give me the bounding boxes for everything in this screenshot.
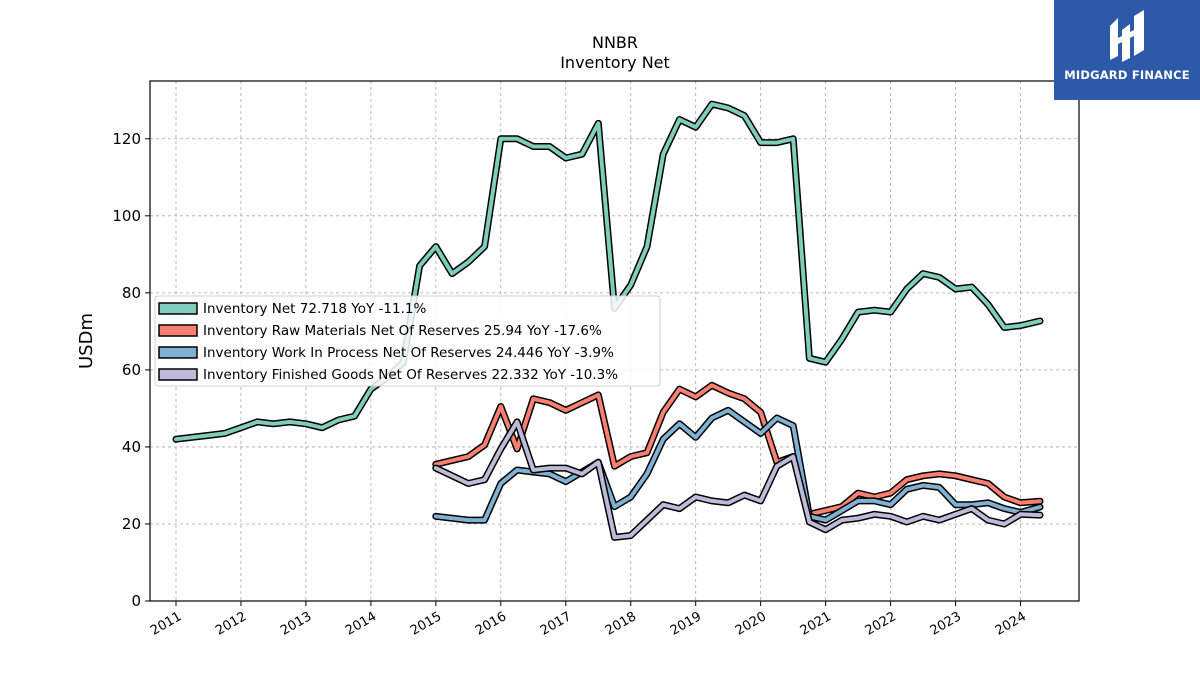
x-tick-label: 2011 bbox=[148, 609, 184, 639]
y-tick-label: 60 bbox=[122, 361, 141, 379]
y-tick-label: 20 bbox=[122, 515, 141, 533]
chart-title: NNBR bbox=[592, 33, 638, 52]
plot-frame bbox=[149, 80, 1080, 602]
x-tick-label: 2021 bbox=[798, 609, 834, 639]
legend-label: Inventory Work In Process Net Of Reserve… bbox=[203, 345, 614, 361]
x-axis: 2011 2012 2013 2014 2015 2016 2017 2018 2019 2020… bbox=[148, 601, 1029, 639]
legend-swatch bbox=[158, 346, 198, 359]
brand-logo: MIDGARD FINANCE bbox=[1054, 0, 1200, 100]
series-line-2 bbox=[433, 408, 1042, 523]
y-axis: 0 20 40 60 80 100 120 bbox=[112, 130, 150, 610]
x-tick-label: 2020 bbox=[733, 609, 769, 639]
legend-label: Inventory Raw Materials Net Of Reserves … bbox=[203, 323, 602, 339]
logo-mark-icon bbox=[1110, 10, 1144, 62]
y-tick-label: 80 bbox=[122, 284, 141, 302]
x-tick-label: 2014 bbox=[343, 609, 379, 639]
x-tick-label: 2023 bbox=[928, 609, 964, 639]
x-tick-label: 2012 bbox=[213, 609, 249, 639]
x-tick-label: 2022 bbox=[863, 609, 899, 639]
series-line-outline-3 bbox=[432, 418, 1044, 541]
y-axis-label: USDm bbox=[76, 313, 97, 369]
legend-label: Inventory Net 72.718 YoY -11.1% bbox=[203, 301, 426, 317]
brand-name: MIDGARD FINANCE bbox=[1064, 68, 1190, 82]
x-tick-label: 2015 bbox=[408, 609, 444, 639]
x-tick-label: 2016 bbox=[473, 609, 509, 639]
legend-box bbox=[154, 295, 661, 387]
x-tick-label: 2024 bbox=[993, 609, 1029, 639]
series-line-1 bbox=[433, 383, 1042, 517]
y-tick-label: 40 bbox=[122, 438, 141, 456]
x-tick-label: 2013 bbox=[278, 609, 314, 639]
x-tick-label: 2018 bbox=[603, 609, 639, 639]
chart-subtitle: Inventory Net bbox=[560, 53, 670, 72]
legend-swatch bbox=[158, 302, 198, 315]
legend-swatch bbox=[158, 368, 198, 381]
x-tick-label: 2017 bbox=[538, 609, 574, 639]
x-tick-label: 2019 bbox=[668, 609, 704, 639]
legend-swatch bbox=[158, 324, 198, 337]
series-line-3 bbox=[433, 419, 1042, 540]
legend: Inventory Net 72.718 YoY -11.1% Inventory… bbox=[154, 295, 661, 387]
y-tick-label: 120 bbox=[112, 130, 141, 148]
y-tick-label: 100 bbox=[112, 207, 141, 225]
legend-label: Inventory Finished Goods Net Of Reserves… bbox=[203, 367, 618, 383]
y-tick-label: 0 bbox=[131, 592, 141, 610]
